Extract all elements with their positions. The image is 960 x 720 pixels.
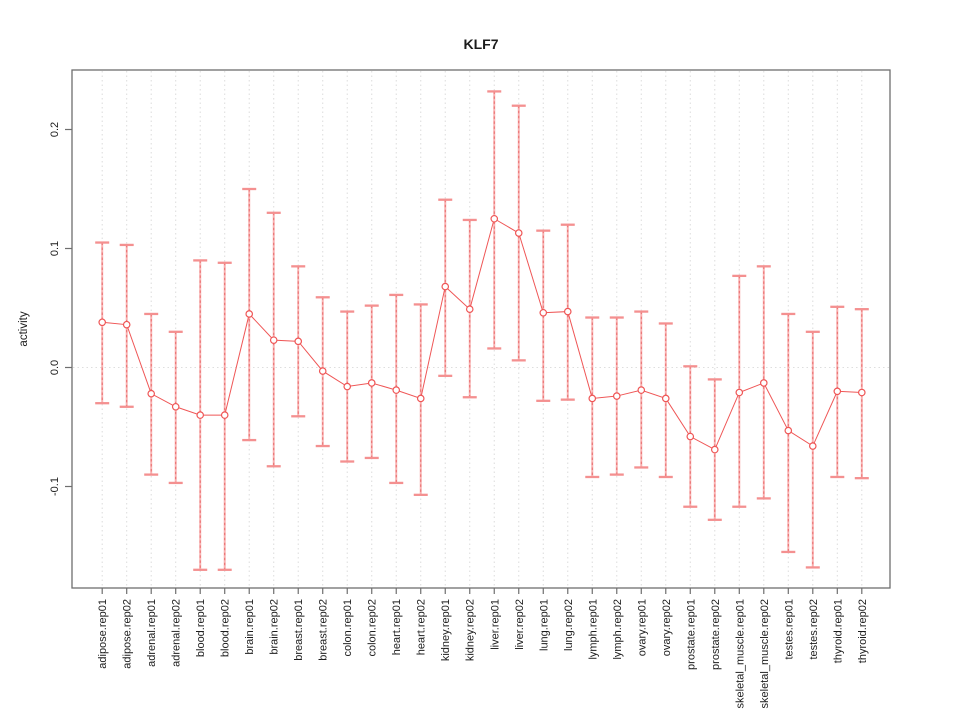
data-point <box>392 386 401 394</box>
x-tick-label: brain.rep01 <box>244 599 256 655</box>
data-point <box>710 445 719 454</box>
x-tick-label: kidney.rep02 <box>465 599 477 661</box>
x-tick-label: colon.rep01 <box>342 599 354 657</box>
activity-line <box>102 217 862 451</box>
x-tick-label: blood.rep02 <box>220 599 232 657</box>
data-point <box>147 389 156 398</box>
x-tick-label: lung.rep02 <box>563 599 575 651</box>
data-point <box>612 392 621 400</box>
x-tick-label: liver.rep02 <box>514 599 526 650</box>
data-point <box>563 307 572 316</box>
x-tick-label: adipose.rep01 <box>97 599 109 669</box>
data-point <box>318 367 327 375</box>
x-tick-label: adipose.rep02 <box>122 599 134 669</box>
x-tick-label: breast.rep01 <box>293 599 305 661</box>
data-point <box>808 442 817 450</box>
x-tick-label: skeletal_muscle.rep02 <box>759 599 771 708</box>
x-tick-label: kidney.rep01 <box>440 599 452 661</box>
x-tick-label: testes.rep01 <box>783 599 795 660</box>
x-tick-label: ovary.rep01 <box>636 599 648 656</box>
data-point <box>441 282 450 291</box>
x-tick-label: skeletal_muscle.rep01 <box>734 599 746 708</box>
chart-layers: 0.2 0.1 0.0 -0.1 activity adipose.rep01 adipos… <box>18 69 891 708</box>
chart-title: KLF7 <box>464 36 499 52</box>
y-tick-label: 0.2 <box>49 122 61 137</box>
data-point <box>490 214 499 223</box>
y-tick-label: 0.1 <box>49 241 61 256</box>
data-point <box>857 388 866 397</box>
data-point <box>514 229 523 237</box>
x-tick-label: liver.rep01 <box>489 599 501 650</box>
data-point <box>122 320 131 329</box>
data-point <box>661 394 670 403</box>
plot-border <box>71 69 891 589</box>
x-tick-label: adrenal.rep02 <box>171 599 183 667</box>
x-tick-label: prostate.rep02 <box>710 599 722 670</box>
data-point <box>343 382 352 391</box>
data-point <box>269 336 278 344</box>
x-tick-label: prostate.rep01 <box>685 599 697 670</box>
data-point <box>98 318 107 327</box>
y-tick-label: -0.1 <box>49 477 61 496</box>
data-point <box>465 305 474 313</box>
x-tick-label: thyroid.rep01 <box>832 599 844 663</box>
y-axis-label: activity <box>18 311 30 346</box>
x-tick-label: lymph.rep01 <box>587 599 599 660</box>
x-tick-label: ovary.rep02 <box>661 599 673 656</box>
x-tick-label: colon.rep02 <box>367 599 379 657</box>
data-point <box>294 337 303 346</box>
x-tick-label: heart.rep01 <box>391 599 403 655</box>
data-point <box>220 411 229 419</box>
data-point <box>367 379 376 387</box>
data-point <box>171 402 180 411</box>
data-point <box>784 426 793 435</box>
x-tick-label: brain.rep02 <box>269 599 281 655</box>
data-point <box>416 394 425 403</box>
x-tick-label: heart.rep02 <box>416 599 428 655</box>
y-tick-label: 0.0 <box>49 360 61 375</box>
x-tick-label: adrenal.rep01 <box>146 599 158 667</box>
data-point <box>686 432 695 441</box>
data-point <box>539 308 548 317</box>
x-tick-label: thyroid.rep02 <box>857 599 869 663</box>
x-tick-label: blood.rep01 <box>195 599 207 657</box>
data-point <box>735 388 744 397</box>
data-point <box>759 379 768 387</box>
x-tick-label: testes.rep02 <box>808 599 820 660</box>
x-tick-label: lymph.rep02 <box>612 599 624 660</box>
data-point <box>245 310 254 318</box>
data-point <box>637 386 646 394</box>
x-tick-label: breast.rep02 <box>318 599 330 661</box>
data-point <box>588 394 597 403</box>
data-point <box>833 387 842 396</box>
data-point <box>196 411 205 419</box>
x-tick-label: lung.rep01 <box>538 599 550 651</box>
